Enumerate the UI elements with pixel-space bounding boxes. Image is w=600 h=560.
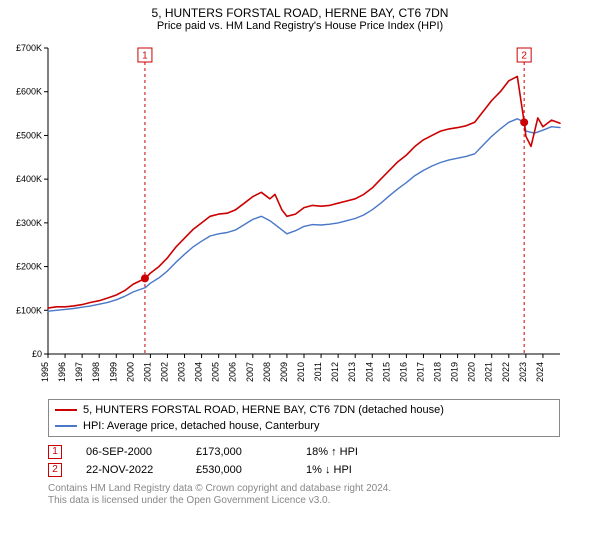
x-tick-label: 2010 xyxy=(296,362,306,382)
legend-swatch xyxy=(55,409,77,411)
price-chart: £0 £100K £200K £300K £400K £500K £600K £700K 199… xyxy=(8,38,592,393)
x-tick-label: 2020 xyxy=(467,362,477,382)
x-tick-label: 1998 xyxy=(91,362,101,382)
x-tick-label: 2023 xyxy=(518,362,528,382)
y-tick-label: £200K xyxy=(16,262,42,272)
x-tick-label: 2012 xyxy=(330,362,340,382)
y-tick-label: £100K xyxy=(16,305,42,315)
y-tick-label: £300K xyxy=(16,218,42,228)
chart-svg: £0 £100K £200K £300K £400K £500K £600K £700K 199… xyxy=(8,38,568,388)
x-tick-label: 2021 xyxy=(484,362,494,382)
x-tick-label: 2015 xyxy=(381,362,391,382)
annotation-price: £173,000 xyxy=(196,443,306,461)
x-tick-label: 2019 xyxy=(450,362,460,382)
y-tick-label: £600K xyxy=(16,87,42,97)
footer-line-1: Contains HM Land Registry data © Crown c… xyxy=(48,483,592,495)
annotation-pct: 18% ↑ HPI xyxy=(306,443,386,461)
marker-dot xyxy=(520,118,528,126)
y-tick-label: £0 xyxy=(32,349,42,359)
x-tick-label: 2017 xyxy=(415,362,425,382)
annotation-price: £530,000 xyxy=(196,461,306,479)
x-tick-label: 2000 xyxy=(125,362,135,382)
annotations-table: 1 06-SEP-2000£173,00018% ↑ HPI 2 22-NOV-202… xyxy=(48,443,592,479)
annotation-marker: 1 xyxy=(48,445,62,459)
page-title-2: Price paid vs. HM Land Registry's House … xyxy=(8,20,592,32)
legend-label: 5, HUNTERS FORSTAL ROAD, HERNE BAY, CT6 … xyxy=(83,402,444,418)
x-tick-label: 2009 xyxy=(279,362,289,382)
x-tick-label: 2007 xyxy=(245,362,255,382)
legend-box: 5, HUNTERS FORSTAL ROAD, HERNE BAY, CT6 … xyxy=(48,399,560,437)
x-tick-label: 2018 xyxy=(433,362,443,382)
page-title-1: 5, HUNTERS FORSTAL ROAD, HERNE BAY, CT6 … xyxy=(8,6,592,20)
x-tick-label: 2005 xyxy=(211,362,221,382)
x-tick-label: 2014 xyxy=(364,362,374,382)
x-tick-label: 2013 xyxy=(347,362,357,382)
annotation-marker: 2 xyxy=(48,463,62,477)
x-tick-label: 1999 xyxy=(108,362,118,382)
legend-item: 5, HUNTERS FORSTAL ROAD, HERNE BAY, CT6 … xyxy=(55,402,553,418)
x-tick-label: 2016 xyxy=(398,362,408,382)
annotation-date: 22-NOV-2022 xyxy=(86,461,196,479)
x-tick-label: 1995 xyxy=(40,362,50,382)
x-tick-label: 2002 xyxy=(159,362,169,382)
x-tick-label: 2003 xyxy=(177,362,187,382)
x-tick-label: 2022 xyxy=(501,362,511,382)
x-tick-label: 2008 xyxy=(262,362,272,382)
footer-line-2: This data is licensed under the Open Gov… xyxy=(48,495,592,507)
legend-swatch xyxy=(55,425,77,427)
annotation-row: 1 06-SEP-2000£173,00018% ↑ HPI xyxy=(48,443,592,461)
x-tick-label: 1997 xyxy=(74,362,84,382)
x-tick-label: 1996 xyxy=(57,362,67,382)
y-tick-label: £700K xyxy=(16,43,42,53)
y-tick-label: £500K xyxy=(16,130,42,140)
x-tick-label: 2024 xyxy=(535,362,545,382)
y-tick-label: £400K xyxy=(16,174,42,184)
marker-number: 2 xyxy=(521,51,527,62)
annotation-row: 2 22-NOV-2022£530,0001% ↓ HPI xyxy=(48,461,592,479)
x-tick-label: 2011 xyxy=(313,362,323,381)
marker-dot xyxy=(141,274,149,282)
legend-label: HPI: Average price, detached house, Cant… xyxy=(83,418,319,434)
x-tick-label: 2001 xyxy=(142,362,152,382)
annotation-pct: 1% ↓ HPI xyxy=(306,461,386,479)
annotation-date: 06-SEP-2000 xyxy=(86,443,196,461)
x-tick-label: 2006 xyxy=(228,362,238,382)
legend-item: HPI: Average price, detached house, Cant… xyxy=(55,418,553,434)
x-tick-label: 2004 xyxy=(194,362,204,382)
marker-number: 1 xyxy=(142,51,148,62)
